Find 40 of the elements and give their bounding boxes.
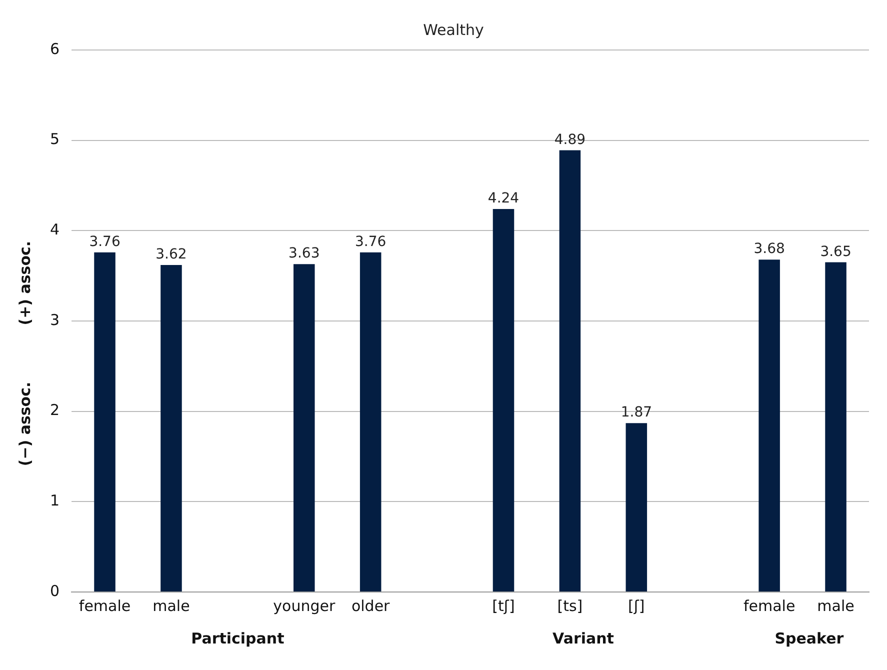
bar	[758, 260, 780, 592]
bar	[559, 150, 581, 592]
data-label: 4.24	[488, 190, 520, 207]
x-tick-label: [ts]	[557, 596, 583, 615]
x-tick-label: [tʃ]	[492, 596, 515, 615]
y-tick-label: 2	[50, 401, 60, 420]
data-label: 3.62	[156, 246, 187, 263]
x-tick-label: male	[152, 596, 190, 615]
chart-title: Wealthy	[423, 20, 484, 39]
bar	[825, 262, 846, 592]
bar	[492, 208, 514, 592]
data-label: 1.87	[620, 404, 652, 421]
y-tick-label: 1	[50, 492, 60, 510]
x-tick-label: older	[351, 596, 391, 615]
data-label: 3.63	[288, 246, 320, 262]
y-tick-label: 0	[50, 582, 60, 600]
y-tick-label: 3	[50, 310, 60, 329]
y-tick-label: 5	[50, 130, 60, 148]
bar	[94, 252, 116, 592]
bar	[294, 264, 315, 592]
data-label: 3.76	[89, 234, 120, 250]
x-tick-label: female	[78, 596, 131, 615]
y-tick-label: 4	[50, 220, 60, 239]
text: Participant	[191, 629, 284, 648]
text: Variant	[552, 629, 614, 648]
data-label: 3.65	[820, 244, 852, 260]
bar	[160, 264, 182, 592]
text: Speaker	[774, 629, 844, 648]
bar	[360, 252, 382, 592]
y-tick-label: 6	[50, 40, 60, 58]
x-tick-label: female	[743, 596, 796, 615]
x-tick-label: [ʃ]	[628, 596, 645, 615]
data-label: 3.76	[355, 234, 386, 250]
bar	[626, 423, 648, 592]
text: (+) assoc.	[16, 240, 34, 326]
data-label: 4.89	[554, 132, 586, 148]
x-tick-label: male	[817, 596, 854, 615]
data-label: 3.68	[754, 241, 785, 258]
text: (−) assoc.	[16, 382, 34, 466]
x-tick-label: younger	[273, 596, 336, 615]
